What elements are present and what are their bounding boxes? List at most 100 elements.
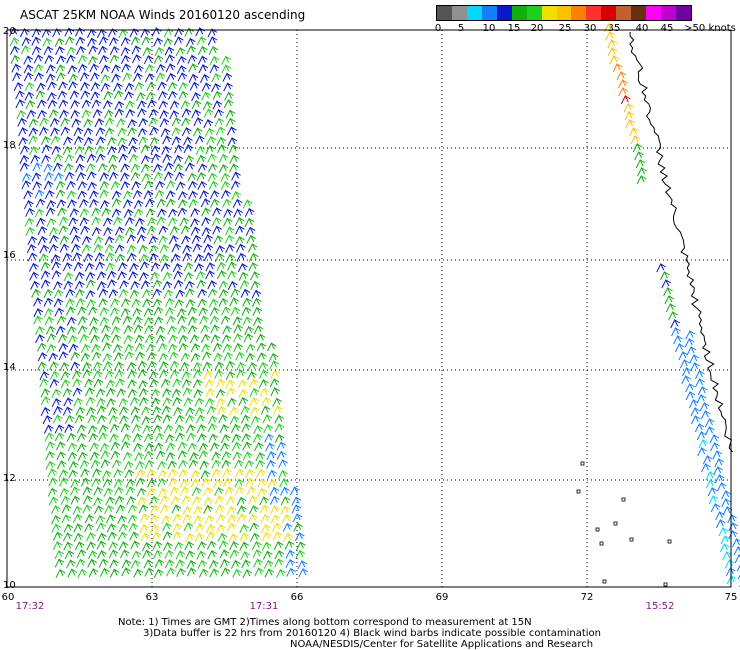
wind-barb — [51, 397, 62, 408]
wind-barb — [208, 163, 218, 173]
wind-barb — [182, 252, 192, 262]
wind-barb — [166, 567, 176, 577]
wind-barb — [280, 505, 291, 515]
wind-barb — [94, 252, 105, 262]
note-line: NOAA/NESDIS/Center for Satellite Applica… — [290, 639, 594, 650]
wind-barb — [191, 91, 201, 102]
wind-barb — [203, 496, 214, 507]
wind-barb — [91, 351, 102, 361]
wind-barb — [224, 234, 235, 244]
wind-barb — [220, 172, 231, 182]
wind-barb — [178, 90, 189, 100]
wind-barb — [198, 306, 209, 317]
wind-barb — [135, 217, 145, 227]
wind-barb — [155, 450, 166, 460]
wind-barb — [177, 441, 188, 451]
wind-barb — [202, 351, 212, 361]
wind-barb — [176, 307, 187, 318]
wind-barb — [201, 343, 211, 353]
wind-barb — [163, 424, 174, 434]
wind-barb — [117, 270, 127, 281]
wind-barb — [94, 505, 104, 515]
wind-barb — [109, 423, 120, 433]
wind-barb — [180, 225, 191, 235]
wind-barb — [248, 261, 259, 272]
wind-barb — [266, 342, 277, 352]
wind-barb — [195, 522, 205, 533]
wind-barb — [149, 523, 160, 534]
wind-barb — [121, 433, 132, 443]
wind-barb — [185, 406, 196, 417]
wind-barb — [81, 243, 92, 254]
wind-barb — [120, 307, 131, 318]
wind-barb — [681, 374, 691, 385]
wind-barb — [55, 441, 66, 451]
wind-barb — [156, 216, 167, 226]
wind-barb — [62, 252, 73, 262]
wind-barb — [208, 559, 219, 569]
wind-barb — [164, 549, 175, 559]
wind-barb — [58, 81, 68, 91]
wind-barb — [174, 298, 185, 309]
wind-barb — [66, 559, 76, 569]
wind-barb — [131, 550, 142, 560]
legend-label: 40 — [635, 23, 649, 34]
wind-barb — [98, 288, 109, 298]
wind-barb — [148, 108, 159, 118]
wind-barb — [141, 415, 152, 426]
wind-barb — [285, 549, 296, 559]
wind-barb — [120, 180, 131, 191]
wind-barb — [56, 71, 66, 82]
wind-barb — [45, 73, 56, 83]
wind-barb — [123, 324, 134, 334]
wind-barb — [160, 378, 171, 388]
wind-barb — [166, 72, 176, 82]
wind-barb — [256, 468, 266, 478]
wind-barb — [103, 360, 113, 371]
wind-barb — [229, 154, 240, 164]
wind-barb — [194, 532, 205, 542]
legend-label: 5 — [457, 23, 465, 34]
wind-barb — [245, 343, 256, 353]
wind-barb — [266, 450, 277, 461]
wind-barb — [186, 567, 197, 577]
wind-barb — [191, 486, 202, 496]
wind-barb — [164, 559, 175, 569]
wind-barb — [172, 396, 183, 406]
wind-barb — [146, 81, 157, 92]
wind-barb — [120, 422, 131, 433]
wind-barb — [162, 153, 173, 163]
wind-barb — [720, 534, 731, 545]
wind-barb — [105, 513, 116, 524]
wind-barb — [100, 73, 111, 84]
wind-barb — [131, 298, 142, 308]
wind-barb — [13, 81, 24, 92]
wind-barb — [110, 450, 121, 460]
wind-barb — [175, 559, 185, 569]
wind-barb — [219, 423, 230, 434]
wind-barb — [105, 496, 116, 506]
wind-barb — [144, 63, 155, 74]
wind-barb — [54, 558, 65, 568]
wind-barb — [183, 143, 194, 154]
legend-swatch — [511, 6, 527, 20]
wind-barb — [197, 298, 208, 308]
wind-barb — [131, 180, 142, 191]
wind-barb — [70, 99, 80, 109]
wind-barb — [200, 469, 211, 480]
wind-barb — [76, 424, 87, 434]
wind-barb — [247, 361, 258, 372]
wind-barb — [180, 100, 191, 110]
wind-barb — [129, 289, 140, 299]
wind-barb — [37, 235, 48, 246]
wind-barb — [167, 325, 177, 335]
wind-barb — [221, 64, 232, 74]
wind-barb — [196, 279, 207, 289]
wind-barb — [668, 310, 678, 321]
wind-barb — [285, 558, 296, 569]
wind-barb — [77, 306, 87, 316]
wind-barb — [111, 325, 121, 335]
wind-barb — [637, 166, 647, 177]
wind-barb — [99, 54, 109, 65]
wind-barb — [147, 351, 157, 361]
